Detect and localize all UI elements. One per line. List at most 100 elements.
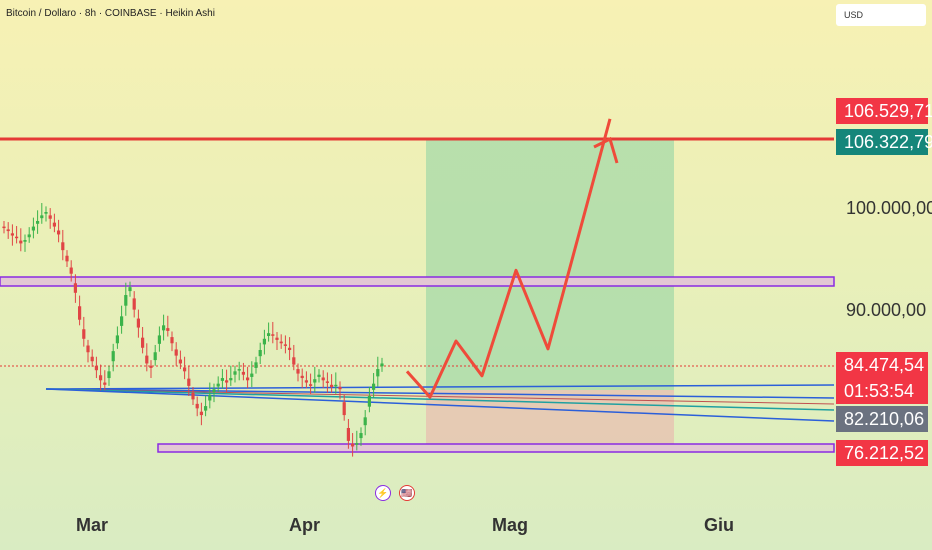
us-flag-event-icon[interactable]: 🇺🇸 — [399, 485, 415, 501]
candle-body[interactable] — [48, 215, 52, 219]
candle-body[interactable] — [128, 287, 132, 292]
demand-zone[interactable] — [157, 443, 835, 453]
candle-body[interactable] — [275, 337, 279, 340]
candle-body[interactable] — [65, 255, 69, 262]
candle-body[interactable] — [191, 392, 195, 400]
candle-body[interactable] — [141, 337, 145, 348]
candle-body[interactable] — [334, 384, 338, 387]
candle-body[interactable] — [283, 344, 287, 346]
candle-body[interactable] — [304, 380, 308, 383]
candle-body[interactable] — [174, 349, 178, 356]
trend-line-red[interactable] — [45, 388, 835, 405]
candle-body[interactable] — [325, 381, 329, 383]
candle-body[interactable] — [220, 378, 224, 381]
candle-body[interactable] — [187, 378, 191, 386]
candle-body[interactable] — [359, 433, 363, 439]
candle-body[interactable] — [149, 365, 153, 368]
candle-body[interactable] — [145, 355, 149, 364]
candle-body[interactable] — [120, 316, 124, 326]
candle-body[interactable] — [246, 377, 250, 381]
supply-zone[interactable] — [0, 276, 835, 287]
candle-body[interactable] — [372, 383, 376, 390]
candle-body[interactable] — [44, 212, 48, 214]
candle-body[interactable] — [216, 383, 220, 387]
candle-body[interactable] — [208, 394, 212, 401]
candle-body[interactable] — [27, 234, 31, 238]
candle-body[interactable] — [212, 389, 216, 393]
candle-body[interactable] — [19, 240, 23, 244]
candle-body[interactable] — [351, 443, 355, 447]
candle-body[interactable] — [204, 406, 208, 411]
candle-body[interactable] — [199, 411, 203, 416]
trend-line-lower[interactable] — [45, 388, 835, 422]
candle-body[interactable] — [250, 373, 254, 377]
candle-body[interactable] — [271, 334, 275, 336]
candle-body[interactable] — [380, 363, 384, 367]
candle-body[interactable] — [300, 375, 304, 379]
candle-body[interactable] — [86, 345, 90, 353]
candle-body[interactable] — [195, 403, 199, 409]
candle-body[interactable] — [153, 352, 157, 361]
candle-body[interactable] — [330, 384, 334, 388]
projection-path[interactable] — [405, 118, 612, 399]
candle-body[interactable] — [15, 236, 19, 239]
candle-body[interactable] — [82, 329, 86, 339]
candle-body[interactable] — [233, 371, 237, 375]
target-zone[interactable] — [426, 140, 674, 390]
candle-body[interactable] — [61, 242, 65, 251]
candle-body[interactable] — [355, 443, 359, 445]
candle-body[interactable] — [157, 335, 161, 344]
candle-body[interactable] — [78, 306, 82, 320]
trend-line-teal[interactable] — [45, 388, 835, 411]
candle-body[interactable] — [241, 371, 245, 375]
candle-body[interactable] — [166, 328, 170, 331]
candle-body[interactable] — [288, 347, 292, 351]
stop-zone[interactable] — [426, 390, 674, 452]
candle-body[interactable] — [237, 369, 241, 371]
candle-body[interactable] — [183, 367, 187, 372]
candle-body[interactable] — [338, 387, 342, 390]
candle-body[interactable] — [313, 379, 317, 383]
candle-body[interactable] — [36, 220, 40, 224]
candle-body[interactable] — [254, 362, 258, 368]
candle-body[interactable] — [2, 226, 6, 229]
candle-body[interactable] — [279, 341, 283, 344]
candle-body[interactable] — [10, 233, 14, 236]
candle-body[interactable] — [262, 338, 266, 345]
candle-body[interactable] — [132, 298, 136, 310]
candle-body[interactable] — [296, 369, 300, 374]
candle-body[interactable] — [111, 351, 115, 362]
candle-body[interactable] — [225, 380, 229, 383]
candle-body[interactable] — [57, 230, 61, 235]
candle-body[interactable] — [321, 377, 325, 381]
candle-body[interactable] — [73, 283, 77, 293]
candle-body[interactable] — [40, 215, 44, 219]
candle-body[interactable] — [23, 240, 27, 242]
candle-body[interactable] — [258, 350, 262, 357]
candle-body[interactable] — [367, 396, 371, 407]
candle-body[interactable] — [124, 295, 128, 306]
candle-body[interactable] — [229, 378, 233, 381]
candle-body[interactable] — [6, 229, 10, 232]
candle-body[interactable] — [99, 375, 103, 381]
trend-line-upper[interactable] — [45, 384, 835, 390]
candle-body[interactable] — [162, 325, 166, 331]
candle-body[interactable] — [94, 365, 98, 371]
candle-body[interactable] — [170, 337, 174, 344]
candle-body[interactable] — [136, 318, 140, 328]
candle-body[interactable] — [267, 333, 271, 336]
candle-body[interactable] — [317, 374, 321, 377]
candle-body[interactable] — [292, 357, 296, 365]
candle-body[interactable] — [376, 369, 380, 377]
candle-body[interactable] — [346, 427, 350, 441]
candle-body[interactable] — [363, 417, 367, 426]
lightning-event-icon[interactable]: ⚡ — [375, 485, 391, 501]
candle-body[interactable] — [69, 267, 73, 274]
candle-body[interactable] — [115, 335, 119, 344]
candle-body[interactable] — [31, 226, 35, 231]
candle-body[interactable] — [342, 402, 346, 416]
candle-body[interactable] — [309, 384, 313, 386]
candle-body[interactable] — [90, 356, 94, 362]
trend-line-middle[interactable] — [45, 388, 835, 399]
